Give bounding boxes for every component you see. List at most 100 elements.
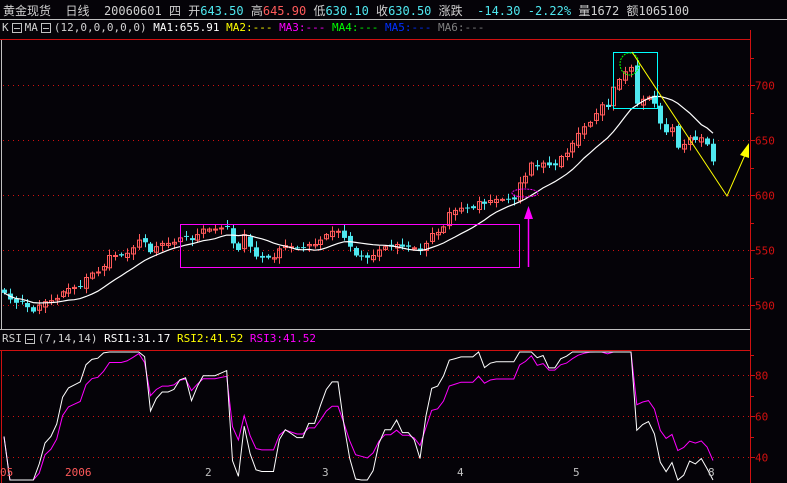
candle-body	[342, 230, 347, 238]
candle-down	[254, 241, 259, 260]
candle-body	[102, 266, 107, 271]
ma3-value: MA3:---	[279, 21, 326, 34]
period: 日线	[65, 4, 90, 18]
candles	[2, 59, 716, 315]
ma2-value: MA2:---	[226, 21, 273, 34]
candle-body	[225, 226, 230, 228]
candle-down	[342, 224, 347, 241]
ma4-value: MA4:---	[332, 21, 379, 34]
price-tick-label: 700	[755, 80, 775, 93]
candle-up	[494, 195, 499, 208]
candle-up	[66, 283, 71, 297]
candle-up	[102, 263, 107, 277]
candle-up	[541, 160, 546, 174]
candle-body	[72, 286, 77, 289]
candle-body	[313, 244, 318, 247]
candle-body	[582, 126, 587, 135]
up-arrow-icon	[524, 206, 533, 219]
candle-body	[418, 248, 423, 252]
rsi-label: RSI	[2, 332, 22, 345]
forecast-line	[631, 51, 746, 198]
candle-body	[635, 65, 640, 104]
open-label: 开	[188, 4, 201, 18]
candle-up	[318, 236, 323, 250]
candle-body	[477, 201, 482, 211]
candle-body	[172, 241, 177, 245]
candle-up	[72, 284, 77, 295]
collapse-kline-icon[interactable]	[11, 23, 22, 33]
candle-body	[699, 137, 704, 143]
candle-body	[688, 137, 693, 145]
candle-down	[148, 241, 153, 254]
candle-up	[272, 252, 277, 263]
candle-body	[430, 233, 435, 242]
candle-body	[148, 243, 153, 253]
top-box-annotation	[613, 52, 658, 109]
consolidation-box-annotation	[180, 224, 520, 268]
candle-body	[424, 242, 429, 251]
collapse-ma-icon[interactable]	[40, 23, 51, 33]
candle-body	[547, 162, 552, 166]
candle-body	[143, 238, 148, 243]
candle-up	[371, 249, 376, 263]
candle-body	[84, 277, 89, 289]
candle-down	[248, 233, 253, 253]
candle-body	[354, 248, 359, 256]
collapse-rsi-icon[interactable]	[24, 334, 35, 344]
candle-up	[277, 246, 282, 264]
candle-body	[55, 297, 60, 301]
candle-body	[318, 239, 323, 246]
candle-body	[658, 105, 663, 124]
candle-body	[14, 298, 19, 303]
candle-body	[453, 209, 458, 216]
candle-body	[277, 248, 282, 259]
candle-up	[195, 228, 200, 243]
candle-down	[266, 254, 271, 260]
candle-down	[389, 239, 394, 251]
candle-body	[137, 239, 142, 248]
candle-up	[459, 202, 464, 214]
candle-body	[588, 121, 593, 127]
candle-body	[559, 156, 564, 168]
candle-body	[131, 247, 136, 255]
candle-up	[588, 120, 593, 128]
candle-up	[283, 239, 288, 251]
candle-up	[559, 154, 564, 169]
candle-up	[96, 267, 101, 277]
candle-up	[90, 271, 95, 280]
date-tick-label: 2	[205, 466, 212, 479]
candle-body	[705, 138, 710, 145]
candle-up	[242, 229, 247, 253]
candle-down	[31, 305, 36, 314]
candle-body	[441, 226, 446, 233]
symbol-name: 黄金现货	[3, 4, 52, 18]
candle-up	[113, 251, 118, 261]
candle-body	[471, 206, 476, 209]
candle-body	[623, 71, 628, 81]
candle-up	[699, 133, 704, 147]
date-tick-label: 3	[322, 466, 329, 479]
quote-header: 黄金现货 日线 20060601 四 开643.50 高645.90 低630.…	[3, 2, 689, 19]
candle-body	[459, 207, 464, 212]
candle-down	[664, 118, 669, 136]
candle-body	[20, 300, 25, 302]
candle-body	[600, 104, 605, 116]
candle-up	[629, 64, 634, 78]
candle-body	[184, 235, 189, 237]
date-tick-label: 5	[573, 466, 580, 479]
rsi3-value: RSI3:41.52	[249, 332, 317, 345]
candle-up	[313, 238, 318, 249]
candle-body	[113, 255, 118, 257]
candle-down	[359, 250, 364, 261]
candle-body	[119, 254, 124, 256]
candle-down	[506, 193, 511, 204]
candle-down	[635, 59, 640, 107]
candle-down	[482, 198, 487, 210]
candle-up	[49, 294, 54, 306]
candle-down	[693, 130, 698, 143]
rsi1-value: RSI1:31.17	[104, 332, 171, 345]
candle-body	[412, 247, 417, 250]
candle-body	[629, 66, 634, 72]
rsi-tick-label: 40	[755, 452, 768, 465]
